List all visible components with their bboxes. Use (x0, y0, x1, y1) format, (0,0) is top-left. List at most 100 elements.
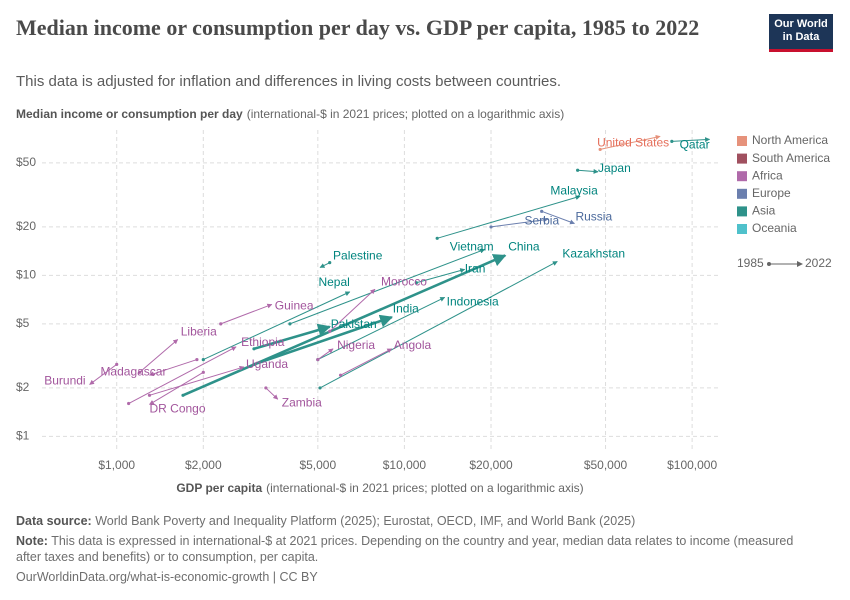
arrow (437, 195, 581, 239)
country-label: Burundi (44, 374, 85, 388)
arrow (139, 339, 179, 373)
legend-swatch (737, 153, 747, 164)
legend-swatch (737, 188, 747, 199)
arrow (220, 303, 273, 325)
arrow (149, 359, 198, 377)
x-axis-title-note: (international-$ in 2021 prices; plotted… (266, 481, 584, 495)
country-label: Serbia (524, 213, 559, 227)
country-label: DR Congo (149, 402, 205, 416)
country-label: Uganda (246, 357, 288, 371)
url[interactable]: OurWorldinData.org/what-is-economic-grow… (16, 570, 318, 584)
country-label: Kazakhstan (562, 247, 625, 261)
legend-label: North America (752, 133, 828, 147)
y-axis-title-main: Median income or consumption per day (16, 107, 243, 121)
arrow (128, 346, 237, 404)
arrow (289, 248, 486, 325)
country-label: Japan (598, 161, 631, 175)
x-tick-label: $2,000 (185, 458, 222, 472)
legend-swatch (737, 136, 747, 146)
y-tick-label: $50 (16, 155, 36, 169)
y-tick-label: $5 (16, 316, 30, 330)
x-axis-title: GDP per capita (international-$ in 2021 p… (176, 481, 583, 495)
country-label: Pakistan (331, 317, 377, 331)
chart-title: Median income or consumption per day vs.… (16, 15, 700, 40)
x-tick-label: $100,000 (667, 458, 717, 472)
arrow (317, 348, 334, 360)
arrow (182, 254, 507, 397)
note-label: Note: (16, 534, 48, 548)
y-axis-title: Median income or consumption per day (int… (16, 107, 564, 121)
logo[interactable]: Our World in Data (769, 14, 833, 52)
arrow (671, 137, 711, 143)
x-tick-label: $50,000 (584, 458, 628, 472)
country-label: Malaysia (550, 183, 598, 197)
y-tick-label: $20 (16, 219, 36, 233)
arrow (149, 365, 245, 396)
legend-label: Africa (752, 168, 783, 182)
country-label: Qatar (680, 138, 710, 152)
source-text: World Bank Poverty and Inequality Platfo… (95, 514, 636, 528)
legend-swatch (737, 171, 747, 182)
country-label: Iran (465, 262, 486, 276)
y-tick-label: $1 (16, 429, 30, 443)
country-label: Guinea (275, 299, 314, 313)
arrow (253, 323, 331, 351)
arrow (541, 210, 575, 225)
arrow (340, 348, 393, 376)
y-axis-title-note: (international-$ in 2021 prices; plotted… (247, 107, 565, 121)
legend-swatch (737, 206, 747, 217)
logo-text: Our World in Data (774, 18, 828, 43)
y-tick-label: $2 (16, 380, 30, 394)
x-tick-label: $20,000 (469, 458, 513, 472)
source: Data source: World Bank Poverty and Ineq… (16, 513, 816, 529)
country-label: Liberia (181, 325, 217, 339)
arrow (490, 217, 549, 228)
legend-year-end: 2022 (805, 256, 832, 270)
x-tick-label: $1,000 (98, 458, 135, 472)
country-label: United States (597, 136, 669, 150)
note-text: This data is expressed in international-… (16, 534, 794, 564)
arrow (577, 168, 599, 174)
footer: Data source: World Bank Poverty and Ineq… (16, 513, 816, 585)
arrow (253, 314, 394, 366)
country-label: Indonesia (447, 295, 499, 309)
legend-label: Europe (752, 186, 791, 200)
legend-label: South America (752, 151, 830, 165)
arrow (600, 134, 661, 150)
legend-label: Asia (752, 204, 776, 218)
country-label: India (393, 301, 419, 315)
arrow (265, 387, 279, 400)
x-tick-label: $5,000 (299, 458, 336, 472)
arrow (89, 364, 117, 385)
legend-swatch (737, 224, 747, 234)
arrow (317, 296, 446, 361)
country-label: Nigeria (337, 338, 375, 352)
country-label: Madagascar (100, 364, 166, 378)
arrow (149, 371, 204, 405)
arrow (319, 261, 558, 389)
y-tick-label: $10 (16, 268, 36, 282)
x-tick-label: $10,000 (383, 458, 427, 472)
country-label: Russia (575, 210, 612, 224)
legend-label: Oceania (752, 221, 797, 235)
legend-arrow-head (797, 261, 803, 267)
country-label: Vietnam (450, 240, 494, 254)
chart-subtitle: This data is adjusted for inflation and … (16, 73, 562, 90)
country-label: Zambia (282, 395, 322, 409)
arrow (329, 288, 376, 332)
country-label: Ethiopia (241, 335, 285, 349)
country-label: Palestine (333, 249, 383, 263)
arrow (203, 291, 351, 361)
country-label: Morocco (381, 274, 427, 288)
country-label: Nepal (318, 275, 349, 289)
arrow (319, 262, 330, 268)
legend-year-start: 1985 (737, 256, 764, 270)
x-axis-title-main: GDP per capita (176, 481, 262, 495)
country-label: Angola (394, 338, 432, 352)
source-label: Data source: (16, 514, 92, 528)
country-label: China (508, 240, 540, 254)
arrow (416, 268, 466, 284)
note: Note: This data is expressed in internat… (16, 533, 816, 565)
